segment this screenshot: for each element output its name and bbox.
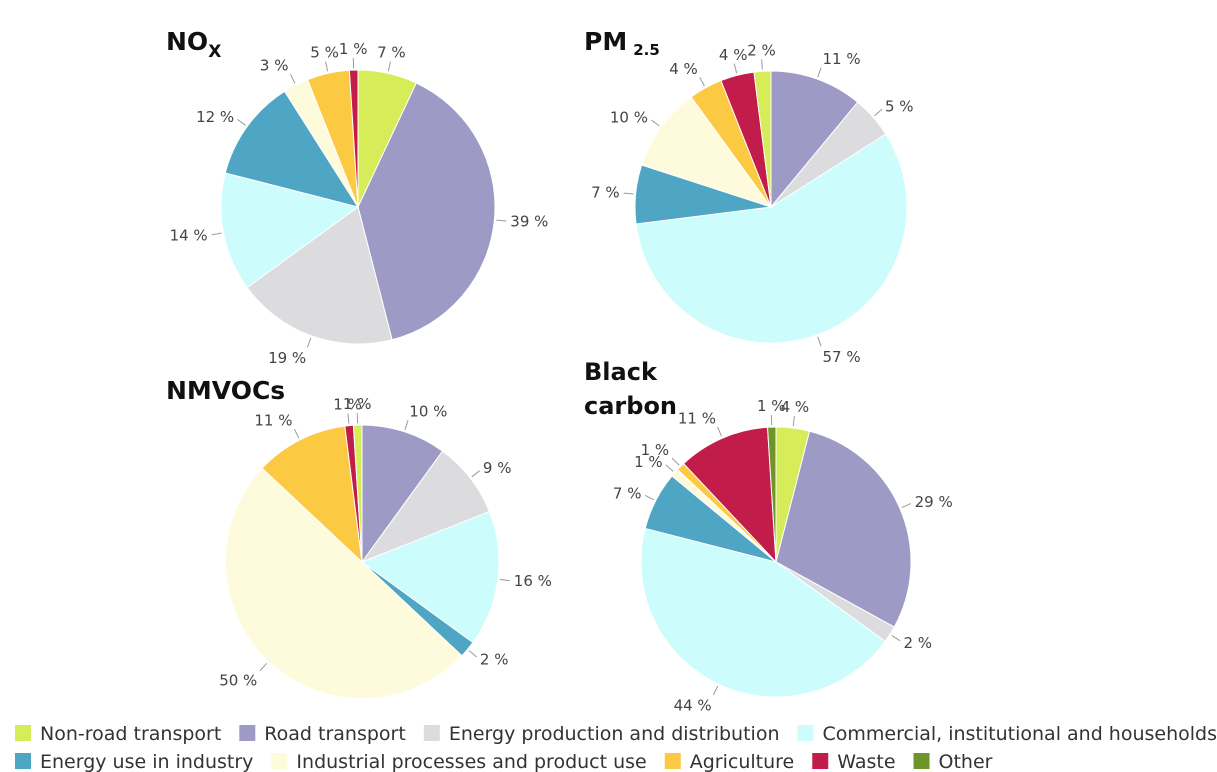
leader-line [212, 233, 222, 235]
leader-line [700, 77, 705, 86]
leader-line [500, 579, 510, 580]
slice-label: 1 % [757, 397, 786, 415]
leader-line [294, 429, 299, 438]
pie-title-nmvocs: NMVOCs [166, 376, 285, 405]
pie-title-nox-sub: X [208, 42, 221, 62]
leader-line [666, 465, 674, 472]
leader-line [734, 64, 737, 74]
legend-label-agriculture: Agriculture [690, 751, 795, 772]
leader-line [713, 686, 717, 695]
slice-label: 10 % [610, 109, 648, 127]
leader-line [645, 495, 654, 500]
slice-label: 12 % [196, 108, 234, 126]
legend-swatch-energy-use-in-industry [15, 753, 31, 769]
slice-label: 3 % [260, 57, 289, 75]
slice-label: 7 % [591, 184, 620, 202]
legend-label-energy-use-in-industry: Energy use in industry [40, 751, 253, 772]
legend-label-industrial-processes-and-product-use: Industrial processes and product use [296, 751, 646, 772]
slice-label: 11 % [254, 412, 292, 430]
leader-line [388, 62, 390, 72]
legend-label-other: Other [939, 751, 993, 772]
slice-label: 11 % [678, 409, 716, 427]
slice-label: 2 % [904, 634, 933, 652]
leader-line [348, 414, 349, 424]
slice-label: 39 % [510, 212, 548, 230]
pie-title-black: Black [584, 358, 658, 386]
slice-label: 7 % [613, 484, 642, 502]
slice-label: 4 % [669, 60, 698, 78]
legend-label-commercial-institutional-and-households: Commercial, institutional and households [823, 723, 1217, 745]
leader-line [624, 193, 634, 194]
slice-label: 44 % [674, 697, 712, 715]
leader-line [469, 651, 477, 657]
slice-label: 9 % [483, 459, 512, 477]
slice-label: 4 % [719, 46, 748, 64]
pie-black-carbon: 4 %29 %2 %44 %7 %1 %1 %11 %1 % [613, 397, 953, 714]
leader-line [818, 337, 821, 347]
slice-label: 5 % [885, 98, 914, 116]
slice-label: 2 % [480, 651, 509, 669]
slice-label: 57 % [823, 348, 861, 366]
leader-line [496, 220, 506, 221]
leader-line [308, 338, 311, 347]
slice-label: 5 % [310, 44, 339, 62]
slice-label: 1 % [641, 441, 670, 459]
slice-label: 14 % [170, 227, 208, 245]
legend-swatch-road-transport [239, 725, 255, 741]
legend-label-energy-production-and-distribution: Energy production and distribution [449, 723, 780, 745]
leader-line [326, 62, 328, 72]
slice-label: 7 % [377, 44, 406, 62]
slice-label: 2 % [747, 41, 776, 59]
slice-label: 11 % [823, 50, 861, 68]
slice-label: 1 % [343, 395, 372, 413]
pie-nox: 7 % 39 % 19 % 14 % 12 % 3 % 5 % 1 % [170, 40, 549, 367]
leader-line [472, 471, 480, 477]
legend-label-waste: Waste [837, 751, 895, 772]
leader-line [405, 420, 408, 430]
slice-label: 50 % [219, 672, 257, 690]
leader-line [672, 458, 679, 465]
leader-line [260, 663, 267, 670]
legend-swatch-industrial-processes-and-product-use [271, 753, 287, 769]
legend-label-road-transport: Road transport [264, 723, 406, 745]
pie-title-nox: NOX [166, 27, 221, 62]
legend: Non-road transport Road transport Energy p… [15, 723, 1217, 772]
leader-line [818, 68, 821, 78]
slice-label: 19 % [268, 349, 306, 367]
legend-swatch-other [914, 753, 930, 769]
leader-line [793, 416, 794, 426]
pie-nmvocs: 10 % 9 % 16 % 2 % 50 % 11 % 1 %1 % [219, 395, 552, 699]
pie-pm25: 11 %5 %57 %7 %10 %4 %4 % 2 % [591, 41, 913, 366]
pie-title-pm25-sub: 2.5 [633, 41, 660, 59]
leader-line [718, 427, 722, 436]
leader-line [238, 119, 246, 125]
leader-line [875, 109, 883, 116]
leader-line [902, 504, 911, 508]
legend-swatch-non-road-transport [15, 725, 31, 741]
leader-line [651, 120, 659, 126]
legend-label-non-road-transport: Non-road transport [40, 723, 221, 745]
slice-label: 16 % [514, 572, 552, 590]
legend-swatch-agriculture [665, 753, 681, 769]
legend-swatch-energy-production-and-distribution [424, 725, 440, 741]
legend-swatch-waste [812, 753, 828, 769]
leader-line [762, 59, 763, 69]
pie-title-pm25: PM 2.5 [584, 27, 660, 59]
pie-title-carbon: carbon [584, 392, 677, 420]
slice-label: 10 % [409, 403, 447, 421]
legend-swatch-commercial-institutional-and-households [798, 725, 814, 741]
slice-label: 29 % [915, 493, 953, 511]
slice-label: 1 % [339, 40, 368, 58]
leader-line [892, 635, 900, 640]
leader-line [290, 74, 295, 83]
